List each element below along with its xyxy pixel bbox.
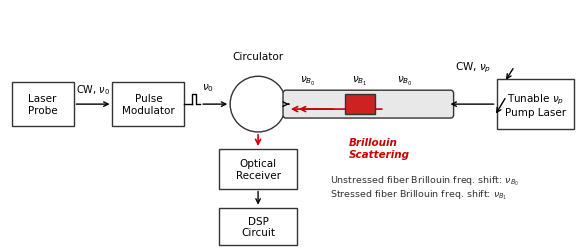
FancyBboxPatch shape — [496, 80, 574, 130]
Text: $\nu_{B_0}$: $\nu_{B_0}$ — [397, 75, 412, 88]
Text: DSP
Circuit: DSP Circuit — [241, 216, 275, 237]
Bar — [345, 95, 375, 115]
FancyBboxPatch shape — [12, 83, 74, 127]
Text: Unstressed fiber Brillouin freq. shift: $\nu_{B_0}$: Unstressed fiber Brillouin freq. shift: … — [330, 174, 519, 187]
Text: CW, $\nu_p$: CW, $\nu_p$ — [455, 61, 492, 75]
Text: $\nu_{B_1}$: $\nu_{B_1}$ — [352, 75, 368, 88]
FancyBboxPatch shape — [283, 91, 454, 119]
FancyBboxPatch shape — [219, 208, 297, 245]
Text: Tunable $\nu_p$
Pump Laser: Tunable $\nu_p$ Pump Laser — [505, 92, 566, 118]
Text: $\nu_{B_0}$: $\nu_{B_0}$ — [299, 75, 316, 88]
Circle shape — [230, 77, 286, 133]
Text: Stressed fiber Brillouin freq. shift: $\nu_{B_1}$: Stressed fiber Brillouin freq. shift: $\… — [330, 188, 508, 201]
Text: Brillouin
Scattering: Brillouin Scattering — [349, 137, 409, 159]
Text: Circulator: Circulator — [233, 52, 284, 62]
Text: Laser
Probe: Laser Probe — [28, 94, 57, 115]
Text: $\nu_0$: $\nu_0$ — [202, 82, 214, 94]
FancyBboxPatch shape — [219, 149, 297, 189]
FancyBboxPatch shape — [113, 83, 184, 127]
Text: Pulse
Modulator: Pulse Modulator — [122, 94, 175, 115]
Text: CW, $\nu_0$: CW, $\nu_0$ — [76, 83, 110, 97]
Text: Optical
Receiver: Optical Receiver — [235, 158, 281, 180]
